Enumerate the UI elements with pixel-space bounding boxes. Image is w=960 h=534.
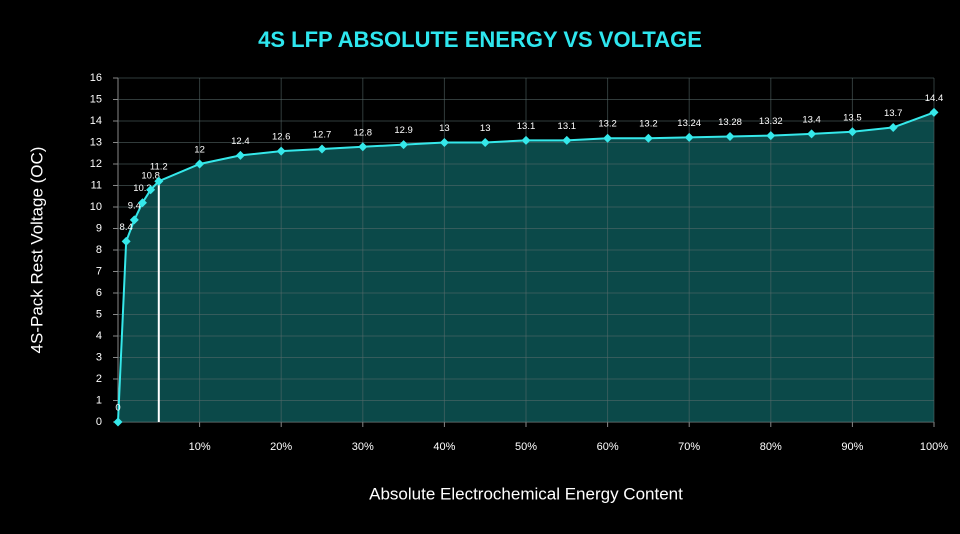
marker — [358, 142, 368, 152]
y-tick-label: 8 — [96, 244, 102, 256]
marker — [129, 215, 139, 225]
y-tick-label: 10 — [90, 201, 102, 213]
value-label: 13.2 — [639, 119, 658, 130]
marker — [276, 146, 286, 156]
value-label: 13.1 — [558, 121, 577, 132]
y-tick-label: 4 — [96, 330, 102, 342]
marker — [929, 107, 939, 117]
x-axis-label: Absolute Electrochemical Energy Content — [369, 484, 683, 503]
value-label: 13 — [480, 123, 491, 134]
marker — [235, 150, 245, 160]
value-label: 10.2 — [133, 183, 152, 194]
x-tick-label: 40% — [433, 441, 455, 453]
value-label: 13.7 — [884, 108, 903, 119]
marker — [146, 185, 156, 195]
marker — [807, 129, 817, 139]
value-label: 8.4 — [120, 222, 133, 233]
value-label: 13.24 — [677, 118, 701, 129]
marker — [137, 198, 147, 208]
x-tick-label: 100% — [920, 441, 948, 453]
marker — [725, 131, 735, 141]
marker — [643, 133, 653, 143]
x-tick-label: 60% — [597, 441, 619, 453]
y-tick-label: 12 — [90, 158, 102, 170]
value-label: 12.7 — [313, 129, 332, 140]
value-label: 12 — [194, 145, 205, 156]
value-label: 12.9 — [394, 125, 413, 136]
x-tick-label: 80% — [760, 441, 782, 453]
x-tick-label: 10% — [189, 441, 211, 453]
x-tick-label: 70% — [678, 441, 700, 453]
marker — [154, 176, 164, 186]
y-tick-label: 0 — [96, 416, 102, 428]
y-axis-label: 4S-Pack Rest Voltage (OC) — [27, 147, 46, 354]
y-tick-label: 5 — [96, 308, 102, 320]
value-label: 9.4 — [128, 200, 141, 211]
x-tick-label: 30% — [352, 441, 374, 453]
y-tick-label: 9 — [96, 222, 102, 234]
value-label: 10.8 — [141, 170, 160, 181]
y-tick-label: 7 — [96, 265, 102, 277]
y-tick-label: 1 — [96, 394, 102, 406]
marker — [562, 135, 572, 145]
value-label: 14.4 — [925, 93, 944, 104]
marker — [195, 159, 205, 169]
y-tick-label: 15 — [90, 93, 102, 105]
value-label: 13.1 — [517, 121, 536, 132]
value-label: 13.4 — [802, 114, 821, 125]
y-tick-label: 6 — [96, 287, 102, 299]
y-tick-label: 3 — [96, 351, 102, 363]
marker — [603, 133, 613, 143]
y-tick-label: 11 — [91, 179, 102, 191]
marker — [113, 417, 123, 427]
x-tick-label: 90% — [841, 441, 863, 453]
value-label: 12.6 — [272, 132, 291, 143]
y-tick-label: 14 — [90, 115, 102, 127]
x-tick-label: 50% — [515, 441, 537, 453]
marker — [766, 131, 776, 141]
marker — [888, 122, 898, 132]
value-label: 11.2 — [150, 162, 168, 173]
marker — [439, 138, 449, 147]
value-label: 13.28 — [718, 117, 742, 128]
y-tick-label: 2 — [96, 373, 102, 385]
marker — [317, 144, 327, 154]
value-label: 0 — [115, 403, 120, 414]
value-label: 13.2 — [598, 119, 617, 130]
marker — [847, 127, 857, 137]
y-tick-label: 16 — [90, 72, 102, 84]
marker — [684, 132, 694, 142]
marker — [480, 138, 490, 147]
value-label: 13.32 — [759, 116, 783, 127]
x-tick-label: 20% — [270, 441, 292, 453]
value-label: 13.5 — [843, 112, 862, 123]
value-label: 12.8 — [354, 127, 373, 138]
y-tick-label: 13 — [90, 136, 102, 148]
value-label: 13 — [439, 123, 450, 134]
marker — [121, 236, 131, 246]
marker — [521, 135, 531, 145]
value-label: 12.4 — [231, 136, 250, 147]
marker — [399, 140, 409, 150]
chart-title: 4S LFP ABSOLUTE ENERGY VS VOLTAGE — [258, 27, 702, 52]
